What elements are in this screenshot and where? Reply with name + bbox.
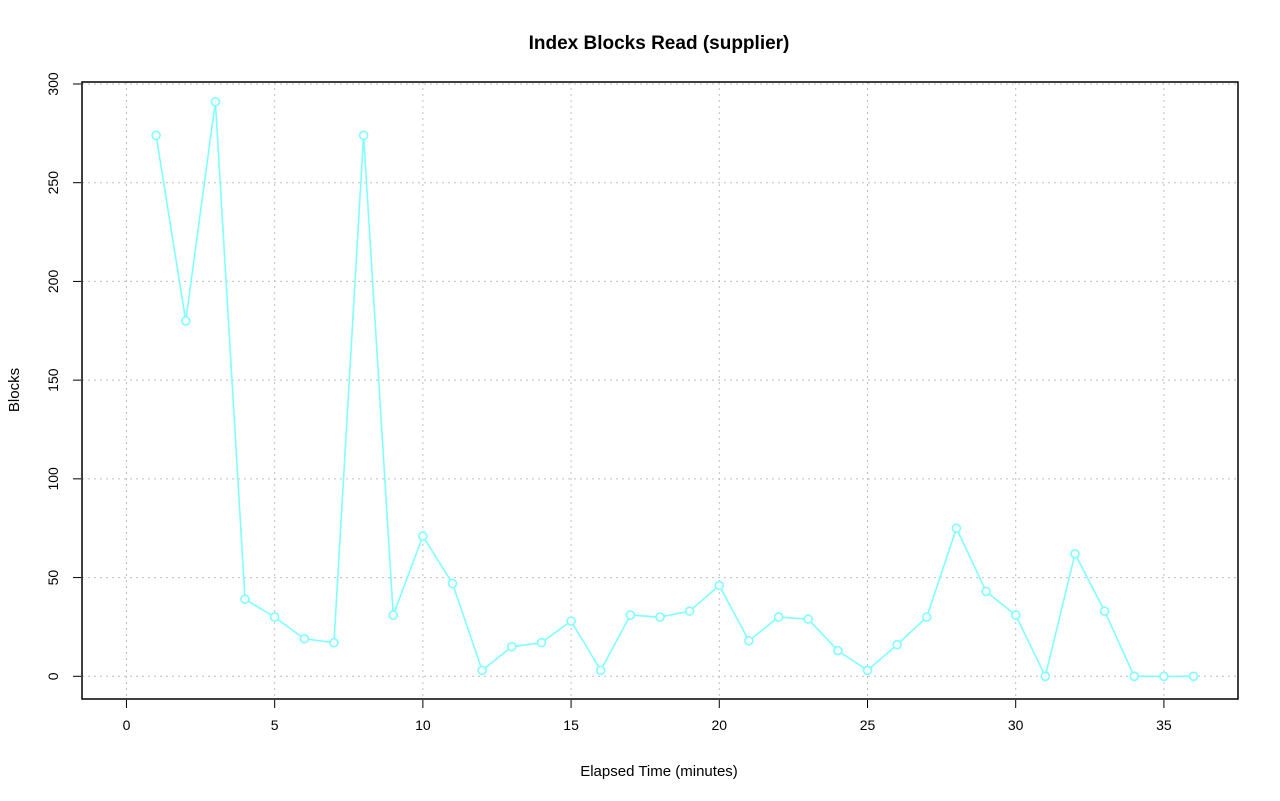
data-point — [418, 531, 428, 541]
data-point — [684, 606, 695, 616]
data-point — [862, 665, 873, 676]
data-point — [1010, 610, 1021, 620]
axes: 0 5 10 15 20 25 30 35 0 50 100 150 200 250 300 — [45, 72, 1172, 733]
x-tick-label: 20 — [711, 717, 727, 733]
y-tick-label: 300 — [45, 72, 61, 96]
x-tick-label: 30 — [1008, 717, 1024, 733]
y-tick-label: 250 — [45, 171, 61, 195]
data-point — [833, 645, 843, 656]
x-tick-label: 5 — [271, 717, 279, 733]
data-point — [744, 635, 754, 646]
data-point — [536, 637, 547, 648]
plot-frame — [81, 81, 1239, 700]
chart-title: Index Blocks Read (supplier) — [529, 33, 790, 54]
x-tick-label: 35 — [1156, 717, 1172, 733]
data-point — [655, 612, 665, 622]
y-axis-label: Blocks — [6, 368, 23, 412]
x-tick-label: 0 — [123, 717, 131, 733]
data-point — [477, 665, 487, 676]
data-point — [921, 612, 932, 622]
x-tick-label: 10 — [415, 717, 431, 733]
data-point — [299, 633, 310, 644]
x-axis-label: Elapsed Time (minutes) — [580, 763, 738, 780]
data-point — [1129, 671, 1140, 682]
data-point — [951, 523, 962, 534]
data-point — [210, 96, 221, 107]
y-tick-label: 100 — [45, 467, 61, 491]
data-point — [447, 578, 458, 589]
y-tick-label: 0 — [45, 672, 61, 680]
x-tick-label: 25 — [860, 717, 876, 733]
y-tick-label: 200 — [45, 270, 61, 294]
y-tick-label: 150 — [45, 368, 61, 392]
series-group — [151, 96, 1199, 682]
data-point — [1070, 549, 1080, 559]
data-point — [358, 130, 369, 141]
data-point — [329, 637, 339, 648]
data-point — [803, 614, 814, 624]
data-point — [388, 610, 399, 620]
x-tick-label: 15 — [563, 717, 579, 733]
data-point — [1188, 671, 1199, 682]
series-line — [155, 101, 1194, 679]
data-point — [625, 610, 636, 620]
data-point — [240, 594, 250, 605]
data-point — [506, 641, 517, 652]
data-point — [566, 616, 576, 626]
grid-lines — [82, 82, 1238, 699]
data-point — [892, 639, 902, 650]
data-point — [1040, 671, 1051, 682]
data-point — [595, 665, 606, 676]
data-point — [269, 612, 280, 622]
data-point — [151, 130, 161, 141]
data-point — [1159, 671, 1169, 682]
data-point — [714, 580, 725, 591]
data-point — [981, 586, 991, 597]
data-point — [180, 316, 191, 326]
data-point — [773, 612, 784, 622]
data-point — [1099, 606, 1110, 616]
y-tick-label: 50 — [45, 570, 61, 586]
